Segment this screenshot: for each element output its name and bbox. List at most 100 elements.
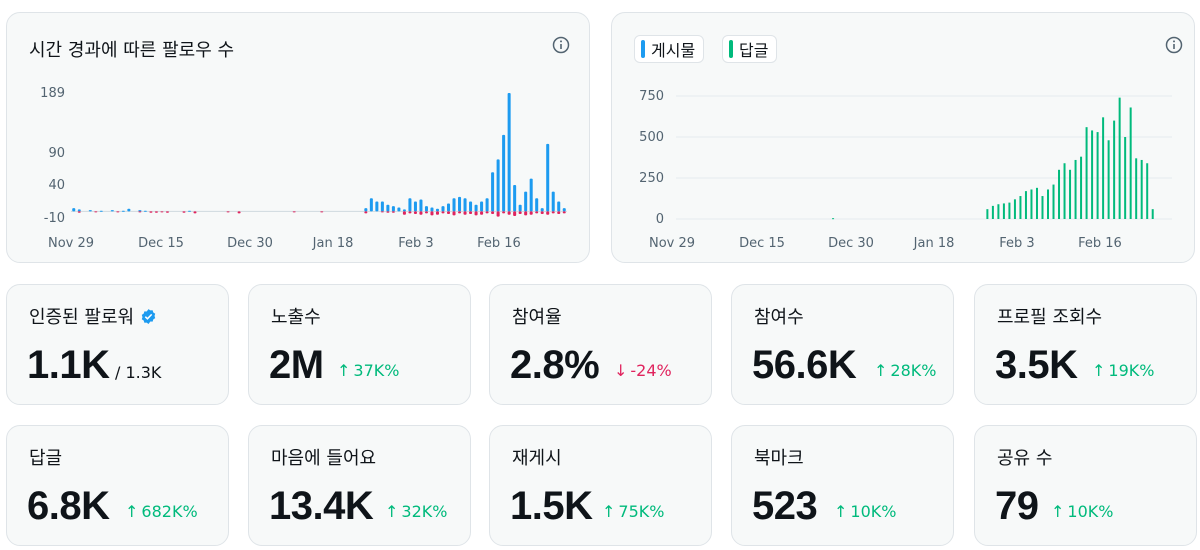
- unfollow-bar[interactable]: [430, 211, 434, 216]
- unfollow-bar[interactable]: [391, 211, 395, 213]
- follow-bar[interactable]: [540, 208, 544, 212]
- reply-bar[interactable]: [1008, 202, 1011, 219]
- unfollow-bar[interactable]: [524, 211, 528, 216]
- unfollow-bar[interactable]: [408, 211, 412, 214]
- unfollow-bar[interactable]: [116, 211, 120, 213]
- reply-bar[interactable]: [1135, 158, 1138, 219]
- unfollow-bar[interactable]: [386, 211, 390, 213]
- reply-bar[interactable]: [1002, 203, 1005, 219]
- reply-bar[interactable]: [1151, 209, 1154, 219]
- unfollow-bar[interactable]: [380, 211, 384, 213]
- follow-bar[interactable]: [430, 207, 434, 212]
- follow-bar[interactable]: [557, 201, 561, 212]
- reply-bar[interactable]: [1146, 163, 1149, 219]
- unfollow-bar[interactable]: [441, 211, 445, 214]
- reply-bar[interactable]: [1052, 184, 1055, 219]
- unfollow-bar[interactable]: [507, 211, 511, 215]
- unfollow-bar[interactable]: [364, 211, 368, 214]
- unfollow-bar[interactable]: [226, 211, 230, 213]
- follow-bar[interactable]: [386, 204, 390, 212]
- reply-bar[interactable]: [1047, 189, 1049, 219]
- reply-bar[interactable]: [1069, 169, 1072, 219]
- follow-bar[interactable]: [380, 201, 384, 212]
- follow-bar[interactable]: [446, 203, 451, 212]
- unfollow-bar[interactable]: [502, 211, 506, 214]
- reply-bar[interactable]: [1091, 130, 1094, 219]
- reply-bar[interactable]: [1085, 127, 1088, 219]
- unfollow-bar[interactable]: [551, 211, 555, 214]
- unfollow-bar[interactable]: [94, 211, 98, 213]
- unfollow-bar[interactable]: [535, 211, 539, 214]
- unfollow-bar[interactable]: [149, 211, 153, 213]
- reply-bar[interactable]: [997, 204, 1000, 219]
- follow-bar[interactable]: [496, 159, 500, 212]
- reply-bar[interactable]: [1118, 97, 1121, 219]
- follow-bar[interactable]: [502, 134, 506, 212]
- follow-bar[interactable]: [463, 198, 467, 212]
- follow-bar[interactable]: [424, 206, 428, 212]
- unfollow-bar[interactable]: [452, 211, 456, 216]
- unfollow-bar[interactable]: [446, 211, 451, 215]
- follow-bar[interactable]: [413, 201, 417, 212]
- follow-bar[interactable]: [507, 93, 511, 212]
- reply-bar[interactable]: [1113, 120, 1116, 219]
- reply-bar[interactable]: [1129, 107, 1132, 219]
- unfollow-bar[interactable]: [154, 211, 158, 213]
- unfollow-bar[interactable]: [138, 211, 142, 213]
- follow-bar[interactable]: [441, 206, 445, 212]
- unfollow-bar[interactable]: [480, 211, 484, 215]
- unfollow-bar[interactable]: [193, 211, 197, 214]
- unfollow-bar[interactable]: [562, 211, 566, 214]
- reply-bar[interactable]: [1030, 189, 1033, 219]
- unfollow-bar[interactable]: [513, 211, 517, 217]
- follow-bar[interactable]: [546, 143, 550, 212]
- follow-bar[interactable]: [121, 210, 125, 212]
- reply-bar[interactable]: [1107, 140, 1110, 219]
- unfollow-bar[interactable]: [496, 211, 500, 217]
- follow-bar[interactable]: [485, 198, 489, 212]
- follow-bar[interactable]: [369, 198, 373, 212]
- unfollow-bar[interactable]: [540, 211, 544, 215]
- follow-bar[interactable]: [524, 191, 528, 212]
- unfollow-bar[interactable]: [529, 211, 533, 215]
- unfollow-bar[interactable]: [237, 211, 241, 214]
- unfollow-bar[interactable]: [182, 211, 186, 213]
- unfollow-bar[interactable]: [458, 211, 462, 214]
- follow-bar[interactable]: [562, 208, 566, 212]
- follow-bar[interactable]: [99, 210, 103, 212]
- follow-bar[interactable]: [391, 206, 395, 212]
- unfollow-bar[interactable]: [474, 211, 478, 216]
- unfollow-bar[interactable]: [485, 211, 489, 214]
- legend-replies[interactable]: 답글: [722, 35, 778, 63]
- reply-bar[interactable]: [1019, 196, 1022, 219]
- follow-bar[interactable]: [474, 204, 478, 212]
- follow-bar[interactable]: [408, 198, 412, 212]
- follow-bar[interactable]: [143, 210, 147, 212]
- unfollow-bar[interactable]: [77, 211, 81, 213]
- unfollow-bar[interactable]: [292, 211, 296, 213]
- follow-bar[interactable]: [375, 201, 379, 212]
- follow-bar[interactable]: [491, 172, 495, 212]
- unfollow-bar[interactable]: [424, 211, 428, 214]
- follow-bar[interactable]: [110, 210, 114, 212]
- follow-bar[interactable]: [187, 210, 192, 212]
- reply-bar[interactable]: [1096, 132, 1099, 219]
- follow-bar[interactable]: [419, 199, 423, 212]
- unfollow-bar[interactable]: [413, 211, 417, 215]
- unfollow-bar[interactable]: [320, 211, 324, 213]
- follow-bar[interactable]: [72, 208, 76, 212]
- unfollow-bar[interactable]: [518, 211, 522, 215]
- follow-bar[interactable]: [469, 201, 473, 212]
- reply-bar[interactable]: [1080, 156, 1083, 219]
- reply-bar[interactable]: [1102, 117, 1105, 219]
- follow-bar[interactable]: [513, 185, 517, 212]
- follow-bar[interactable]: [518, 204, 522, 212]
- follow-bar[interactable]: [551, 191, 555, 212]
- follow-bar[interactable]: [364, 208, 368, 212]
- reply-bar[interactable]: [991, 205, 994, 219]
- unfollow-bar[interactable]: [435, 211, 440, 215]
- follow-bar[interactable]: [138, 210, 142, 212]
- unfollow-bar[interactable]: [491, 211, 495, 215]
- follow-bar[interactable]: [458, 196, 462, 212]
- unfollow-bar[interactable]: [402, 211, 406, 215]
